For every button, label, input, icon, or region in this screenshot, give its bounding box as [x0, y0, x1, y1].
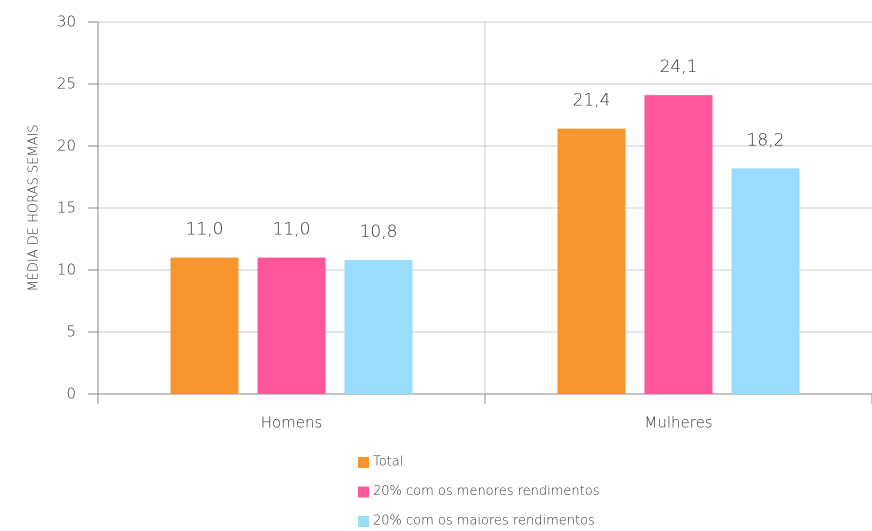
bar	[344, 260, 413, 394]
bar	[731, 168, 800, 394]
legend-label: Total	[373, 455, 403, 470]
y-tick-label: 30	[57, 13, 76, 31]
legend-label: 20% com os maiores rendimentos	[373, 514, 595, 529]
value-label: 18,2	[747, 130, 785, 150]
value-label: 11,0	[273, 220, 311, 240]
value-label: 21,4	[573, 91, 611, 111]
x-tick-label: Homens	[261, 414, 323, 432]
bar	[557, 128, 626, 394]
y-tick-label: 5	[66, 323, 76, 341]
y-tick-label: 25	[57, 75, 76, 93]
bar	[170, 257, 239, 394]
bar	[257, 257, 326, 394]
y-tick-label: 10	[57, 261, 76, 279]
y-tick-label: 20	[57, 137, 76, 155]
legend-swatch	[358, 457, 369, 468]
y-tick-label: 15	[57, 199, 76, 217]
x-tick-label: Mulheres	[644, 414, 712, 432]
value-label: 11,0	[186, 220, 224, 240]
bar	[644, 95, 713, 394]
value-label: 10,8	[360, 222, 398, 242]
legend-swatch	[358, 516, 369, 527]
legend-swatch	[358, 486, 369, 498]
value-label: 24,1	[660, 57, 698, 77]
y-tick-label: 0	[66, 385, 76, 403]
y-axis-label: MÉDIA DE HORAS SEMAIS	[26, 124, 42, 291]
legend-label: 20% com os menores rendimentos	[373, 484, 599, 499]
